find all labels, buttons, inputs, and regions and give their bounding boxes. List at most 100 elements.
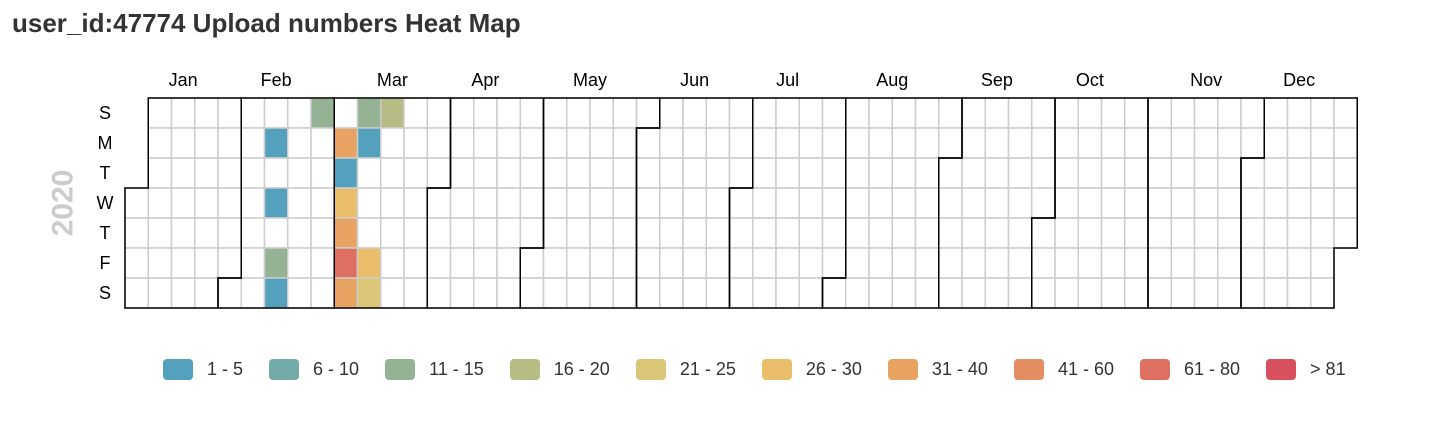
empty-cell <box>240 247 266 279</box>
empty-cell <box>659 127 684 159</box>
day-label: S <box>99 103 111 123</box>
empty-cell <box>1054 247 1079 279</box>
heat-cell <box>310 97 335 129</box>
heat-cell <box>333 277 359 309</box>
empty-cell <box>1077 247 1103 279</box>
empty-cell <box>914 247 940 279</box>
legend-item[interactable]: 16 - 20 <box>509 358 610 380</box>
empty-cell <box>635 127 661 159</box>
empty-cell <box>659 97 684 129</box>
empty-cell <box>1193 127 1219 159</box>
empty-cell <box>194 217 219 249</box>
empty-cell <box>1286 247 1312 279</box>
empty-cell <box>821 187 847 219</box>
empty-cell <box>542 127 568 159</box>
empty-cell <box>659 187 684 219</box>
empty-cell <box>124 217 149 249</box>
month-label: Jan <box>169 70 198 90</box>
empty-cell <box>473 217 498 249</box>
empty-cell <box>147 247 173 279</box>
legend-label: 26 - 30 <box>805 358 862 379</box>
empty-cell <box>1031 97 1056 129</box>
empty-cell <box>1217 157 1242 189</box>
empty-cell <box>1217 127 1242 159</box>
empty-cell <box>1054 157 1079 189</box>
empty-cell <box>635 217 661 249</box>
empty-cell <box>449 97 475 129</box>
empty-cell <box>403 217 428 249</box>
empty-cell <box>868 217 893 249</box>
empty-cell <box>1286 157 1312 189</box>
heat-cell <box>333 247 359 279</box>
empty-cell <box>496 157 521 189</box>
empty-cell <box>1077 217 1103 249</box>
empty-cell <box>775 97 800 129</box>
empty-cell <box>147 217 173 249</box>
empty-cell <box>1077 97 1103 129</box>
legend-item[interactable]: 26 - 30 <box>761 358 862 380</box>
legend-item[interactable]: 31 - 40 <box>887 358 988 380</box>
empty-cell <box>1147 127 1172 159</box>
empty-cell <box>310 157 335 189</box>
empty-cell <box>612 217 638 249</box>
empty-cell <box>170 247 196 279</box>
legend-item[interactable]: > 81 <box>1266 358 1346 380</box>
empty-cell <box>1286 97 1312 129</box>
empty-cell <box>798 157 824 189</box>
empty-cell <box>984 127 1010 159</box>
day-label: S <box>99 283 111 303</box>
legend-item[interactable]: 41 - 60 <box>1013 358 1114 380</box>
empty-cell <box>473 247 498 279</box>
empty-cell <box>496 127 521 159</box>
empty-cell <box>775 157 800 189</box>
empty-cell <box>984 247 1010 279</box>
empty-cell <box>961 127 986 159</box>
empty-cell <box>217 247 242 279</box>
heat-cell <box>380 97 405 129</box>
empty-cell <box>659 157 684 189</box>
empty-cell <box>682 217 707 249</box>
legend-item[interactable]: 6 - 10 <box>269 358 359 380</box>
empty-cell <box>612 277 638 309</box>
legend-item[interactable]: 1 - 5 <box>163 358 243 380</box>
empty-cell <box>240 157 266 189</box>
empty-cell <box>1054 217 1079 249</box>
empty-cell <box>589 157 614 189</box>
empty-cell <box>147 97 173 129</box>
empty-cell <box>589 97 614 129</box>
empty-cell <box>1333 97 1358 129</box>
empty-cell <box>1007 277 1033 309</box>
empty-cell <box>1147 277 1172 309</box>
empty-cell <box>752 157 777 189</box>
empty-cell <box>1124 277 1149 309</box>
empty-cell <box>589 127 614 159</box>
empty-cell <box>194 247 219 279</box>
empty-cell <box>1193 217 1219 249</box>
day-label: W <box>97 193 114 213</box>
empty-cell <box>1286 187 1312 219</box>
empty-cell <box>1124 127 1149 159</box>
empty-cell <box>240 277 266 309</box>
empty-cell <box>473 187 498 219</box>
empty-cell <box>821 217 847 249</box>
empty-cell <box>635 247 661 279</box>
legend-item[interactable]: 11 - 15 <box>385 358 484 380</box>
empty-cell <box>449 277 475 309</box>
empty-cell <box>542 97 568 129</box>
empty-cell <box>147 127 173 159</box>
empty-cell <box>426 127 452 159</box>
empty-cell <box>1147 97 1172 129</box>
empty-cell <box>147 187 173 219</box>
empty-cell <box>891 97 917 129</box>
empty-cell <box>1310 127 1335 159</box>
empty-cell <box>682 157 707 189</box>
empty-cell <box>263 157 289 189</box>
empty-cell <box>682 127 707 159</box>
heat-cell <box>356 97 382 129</box>
empty-cell <box>380 127 405 159</box>
empty-cell <box>659 217 684 249</box>
legend-item[interactable]: 61 - 80 <box>1140 358 1240 380</box>
legend-item[interactable]: 21 - 25 <box>635 358 736 380</box>
heat-cell <box>263 127 289 159</box>
empty-cell <box>217 277 242 309</box>
